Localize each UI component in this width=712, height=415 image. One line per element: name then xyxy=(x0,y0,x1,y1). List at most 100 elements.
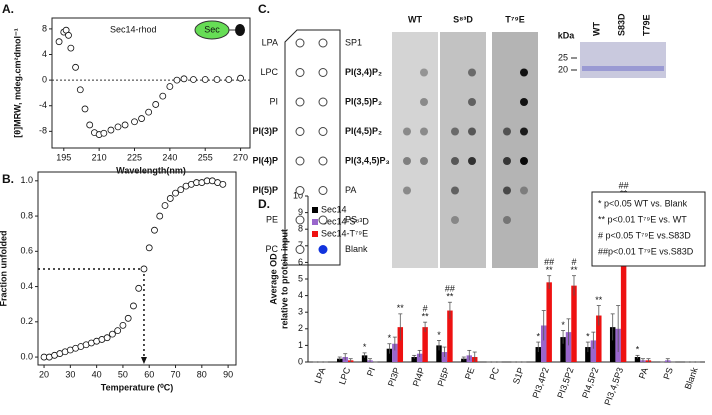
lipid-label: PE xyxy=(266,214,278,224)
bar xyxy=(565,332,572,362)
x-tick-label: 225 xyxy=(127,152,142,162)
bar xyxy=(560,337,566,362)
data-point xyxy=(119,321,127,329)
lipid-spot xyxy=(295,215,305,225)
data-point xyxy=(124,314,132,322)
gel-lane-label: WT xyxy=(591,22,601,36)
significance-label: * xyxy=(437,330,441,340)
blot-spot xyxy=(520,157,528,165)
lipid-strip xyxy=(284,29,341,266)
y-axis-label: Average OD xyxy=(268,253,278,305)
bar xyxy=(620,222,627,362)
x-tick-label: 70 xyxy=(171,369,181,379)
lipid-label: PI(3,5)P₂ xyxy=(345,96,382,106)
data-point xyxy=(121,121,129,129)
y-tick-label: -8 xyxy=(39,126,47,136)
bar xyxy=(386,348,393,362)
blot-image xyxy=(440,32,486,268)
lipid-spot xyxy=(318,215,328,225)
gel-marker-label: 25 xyxy=(558,52,568,62)
significance-label: ** xyxy=(595,295,603,305)
y-tick-label: 4 xyxy=(42,49,47,59)
x-tick-label: LPC xyxy=(337,366,353,386)
blot-spot xyxy=(468,127,476,136)
data-point xyxy=(114,123,122,131)
significance-label: ** xyxy=(446,292,454,302)
panel-label: A. xyxy=(2,2,14,16)
blot-spot xyxy=(520,68,528,77)
lipid-spot xyxy=(318,156,328,166)
panel-label: B. xyxy=(2,172,14,186)
data-point xyxy=(159,92,167,100)
bar xyxy=(585,347,591,362)
y-tick-label: 0 xyxy=(298,356,303,366)
x-tick-label: PC xyxy=(488,366,502,382)
y-axis-label: relative to protein input xyxy=(279,229,289,329)
bar xyxy=(590,340,597,362)
data-point xyxy=(177,186,185,194)
gel-lane-label: S83D xyxy=(616,13,626,36)
lipid-label: LPC xyxy=(260,67,278,77)
data-point xyxy=(114,327,122,335)
x-tick-label: PI4P xyxy=(411,366,427,388)
lipid-label: PI xyxy=(269,96,278,106)
x-tick-label: PI xyxy=(365,366,377,377)
lipid-label: PI(3,4,5)P₃ xyxy=(345,155,390,165)
stat-box xyxy=(591,191,706,267)
lipid-label: PI(5)P xyxy=(252,185,278,195)
blot-spot xyxy=(420,98,428,106)
significance-label: * xyxy=(388,333,392,343)
x-tick-label: 240 xyxy=(162,152,177,162)
bar xyxy=(411,357,417,362)
x-tick-label: Blank xyxy=(683,366,700,391)
data-point xyxy=(225,76,233,83)
y-tick-label: 0.8 xyxy=(20,210,33,220)
plot-frame xyxy=(37,171,237,366)
lipid-label: PA xyxy=(345,185,356,195)
x-tick-label: 270 xyxy=(233,152,248,162)
data-point xyxy=(156,212,164,220)
data-point xyxy=(151,226,158,234)
x-tick-label: PI3P xyxy=(386,366,402,388)
y-tick-label: 8 xyxy=(42,23,47,33)
bar xyxy=(571,285,577,362)
lipid-spot xyxy=(295,186,305,195)
significance-label: * xyxy=(586,331,590,341)
lipid-label: PI(3,4)P₂ xyxy=(345,67,382,77)
y-tick-label: 5 xyxy=(298,273,303,283)
panel-label: D. xyxy=(258,197,270,211)
significance-label: * xyxy=(561,320,565,330)
x-tick-label: PS xyxy=(661,366,675,381)
data-point xyxy=(81,105,89,113)
significance-label: ## xyxy=(544,257,554,267)
gel-image xyxy=(580,42,666,78)
stat-line: * p<0.05 WT vs. Blank xyxy=(598,198,688,208)
x-tick-label: PI3,4,5P3 xyxy=(602,366,625,407)
data-point xyxy=(86,121,94,129)
bar xyxy=(397,327,404,362)
data-point xyxy=(140,265,148,273)
blot-spot xyxy=(451,216,459,224)
data-point xyxy=(190,76,197,83)
bar xyxy=(416,353,423,362)
gel-lane-label: T79E xyxy=(641,14,651,36)
legend-swatch xyxy=(312,219,318,225)
data-point xyxy=(55,38,63,46)
lipid-label: PI(4)P xyxy=(252,155,278,165)
y-tick-label: 8 xyxy=(298,224,303,234)
lipid-label: PS xyxy=(345,214,357,224)
x-tick-label: 20 xyxy=(39,369,49,379)
lipid-label: PI(3)P xyxy=(252,126,278,136)
lipid-spot xyxy=(295,156,305,166)
legend-swatch xyxy=(312,207,318,213)
data-point xyxy=(152,101,160,108)
bar xyxy=(546,282,552,362)
x-tick-label: 210 xyxy=(92,152,107,162)
badge-label: Sec xyxy=(204,24,220,34)
bar xyxy=(535,347,541,362)
lipid-spot xyxy=(295,68,305,77)
x-tick-label: 40 xyxy=(92,369,102,379)
data-point xyxy=(138,115,145,122)
y-tick-label: 10 xyxy=(293,190,303,200)
blot-spot xyxy=(451,127,459,136)
